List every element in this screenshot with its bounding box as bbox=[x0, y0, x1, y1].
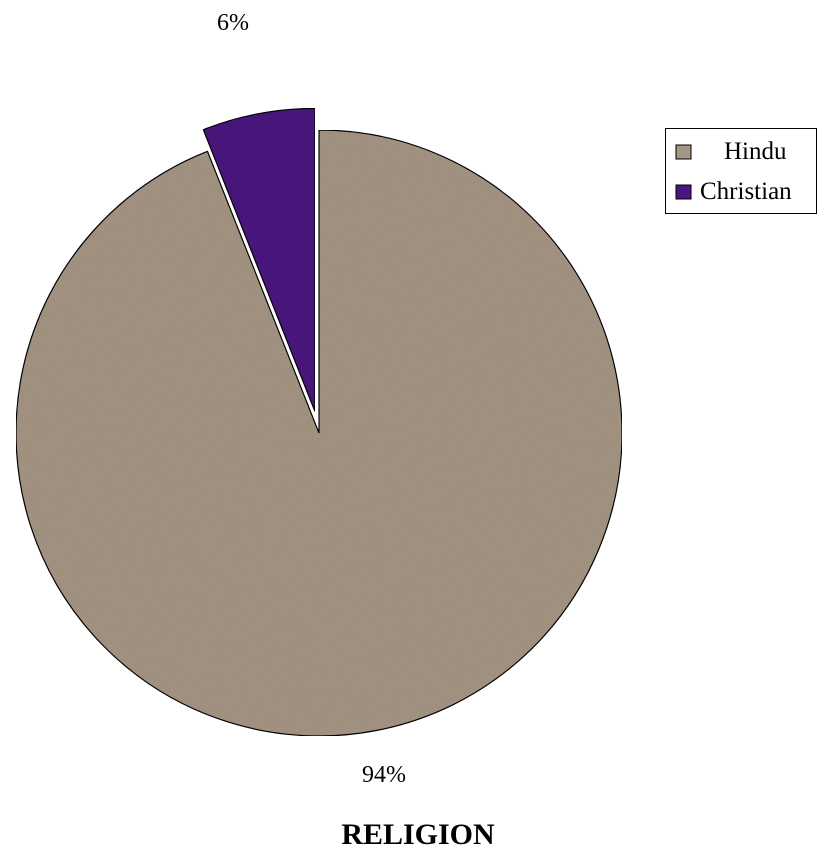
legend-label-christian: Christian bbox=[700, 178, 792, 205]
data-label-christian: 6% bbox=[217, 10, 249, 36]
pie-slices bbox=[15, 107, 623, 737]
data-label-hindu: 94% bbox=[362, 762, 406, 788]
legend-label-hindu: Hindu bbox=[724, 138, 787, 165]
chart-title: RELIGION bbox=[341, 818, 495, 851]
pie-slice-christian bbox=[202, 107, 316, 412]
legend-swatch-christian bbox=[675, 184, 692, 200]
slice-labels: 6% 94% bbox=[217, 10, 406, 788]
legend-swatch-hindu bbox=[675, 144, 692, 160]
pie-slice-hindu bbox=[15, 129, 623, 737]
legend: Hindu Christian bbox=[665, 128, 817, 214]
